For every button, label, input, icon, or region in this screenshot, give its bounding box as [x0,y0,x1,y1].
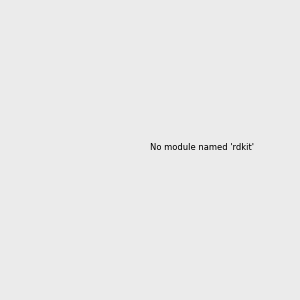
Text: No module named 'rdkit': No module named 'rdkit' [150,143,254,152]
